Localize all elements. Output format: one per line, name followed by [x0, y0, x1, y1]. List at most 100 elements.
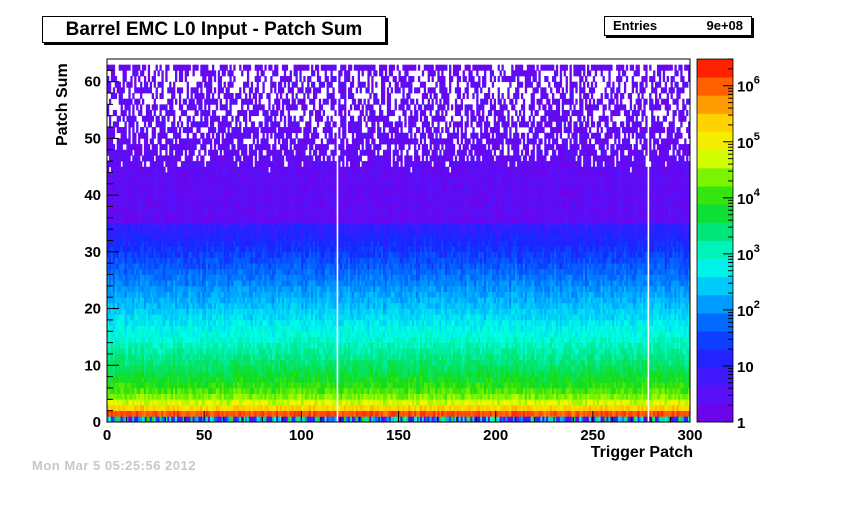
heatmap-cell	[151, 393, 154, 400]
heatmap-cell	[227, 138, 230, 145]
heatmap-cell	[206, 314, 209, 321]
heatmap-cell	[107, 393, 110, 400]
heatmap-cell	[248, 229, 252, 236]
heatmap-cell	[126, 342, 129, 349]
heatmap-cell	[110, 251, 114, 258]
heatmap-cell	[210, 359, 213, 366]
heatmap-cell	[243, 268, 246, 275]
heatmap-cell	[132, 240, 135, 247]
heatmap-cell	[235, 331, 238, 338]
heatmap-cell	[184, 387, 188, 394]
heatmap-cell	[141, 353, 145, 360]
heatmap-cell	[194, 138, 197, 145]
heatmap-cell	[163, 263, 166, 270]
heatmap-cell	[134, 240, 137, 247]
heatmap-cell	[260, 70, 263, 77]
heatmap-cell	[165, 359, 168, 366]
heatmap-cell	[202, 172, 205, 179]
heatmap-cell	[182, 178, 186, 185]
heatmap-cell	[239, 87, 242, 94]
heatmap-cell	[223, 302, 226, 309]
heatmap-cell	[211, 342, 215, 349]
heatmap-cell	[138, 132, 141, 139]
heatmap-cell	[252, 240, 256, 247]
heatmap-cell	[118, 234, 121, 241]
heatmap-cell	[143, 257, 147, 264]
heatmap-cell	[188, 359, 191, 366]
heatmap-cell	[210, 274, 213, 281]
heatmap-cell	[202, 387, 205, 394]
heatmap-cell	[186, 325, 189, 332]
heatmap-cell	[196, 206, 199, 213]
heatmap-cell	[254, 268, 257, 275]
heatmap-cell	[118, 274, 121, 281]
heatmap-cell	[250, 404, 254, 411]
heatmap-cell	[190, 212, 193, 219]
heatmap-cell	[235, 336, 238, 343]
heatmap-cell	[165, 331, 168, 338]
heatmap-cell	[254, 274, 257, 281]
heatmap-cell	[202, 166, 205, 173]
heatmap-cell	[167, 348, 170, 355]
heatmap-cell	[107, 399, 110, 406]
heatmap-cell	[239, 229, 242, 236]
heatmap-cell	[244, 200, 248, 207]
heatmap-cell	[128, 166, 131, 173]
heatmap-cell	[204, 285, 207, 292]
heatmap-cell	[198, 348, 201, 355]
heatmap-cell	[165, 178, 168, 185]
heatmap-cell	[266, 387, 269, 394]
heatmap-cell	[237, 274, 240, 281]
heatmap-cell	[155, 206, 158, 213]
heatmap-cell	[138, 189, 141, 196]
heatmap-cell	[161, 376, 164, 383]
heatmap-cell	[112, 212, 116, 219]
heatmap-cell	[272, 325, 275, 332]
heatmap-cell	[258, 166, 261, 173]
heatmap-cell	[175, 285, 178, 292]
heatmap-cell	[136, 297, 139, 304]
heatmap-cell	[266, 382, 269, 389]
heatmap-cell	[258, 64, 261, 71]
heatmap-cell	[252, 206, 256, 213]
heatmap-cell	[136, 274, 139, 281]
heatmap-cell	[250, 110, 254, 117]
heatmap-cell	[161, 348, 164, 355]
heatmap-cell	[200, 246, 203, 253]
heatmap-cell	[186, 404, 189, 411]
heatmap-cell	[151, 200, 154, 207]
heatmap-cell	[246, 229, 250, 236]
heatmap-cell	[254, 353, 257, 360]
heatmap-cell	[223, 416, 226, 423]
heatmap-cell	[235, 370, 238, 377]
heatmap-cell	[254, 376, 257, 383]
heatmap-cell	[266, 246, 269, 253]
heatmap-cell	[116, 387, 120, 394]
heatmap-cell	[118, 217, 121, 224]
heatmap-cell	[206, 161, 209, 168]
heatmap-cell	[134, 64, 137, 71]
heatmap-cell	[143, 302, 147, 309]
heatmap-cell	[176, 359, 180, 366]
heatmap-cell	[173, 353, 176, 360]
heatmap-cell	[114, 223, 118, 230]
heatmap-cell	[243, 314, 246, 321]
heatmap-cell	[107, 195, 110, 202]
heatmap-cell	[155, 291, 158, 298]
heatmap-cell	[217, 325, 221, 332]
heatmap-cell	[107, 325, 110, 332]
heatmap-cell	[186, 297, 189, 304]
heatmap-cell	[200, 257, 203, 264]
heatmap-cell	[136, 223, 139, 230]
heatmap-cell	[136, 353, 139, 360]
heatmap-cell	[134, 200, 137, 207]
heatmap-cell	[219, 353, 222, 360]
heatmap-cell	[258, 342, 261, 349]
heatmap-cell	[217, 302, 221, 309]
heatmap-cell	[204, 76, 207, 83]
heatmap-cell	[176, 144, 180, 151]
heatmap-cell	[153, 172, 156, 179]
heatmap-cell	[145, 297, 149, 304]
heatmap-cell	[173, 121, 176, 128]
heatmap-cell	[120, 348, 123, 355]
